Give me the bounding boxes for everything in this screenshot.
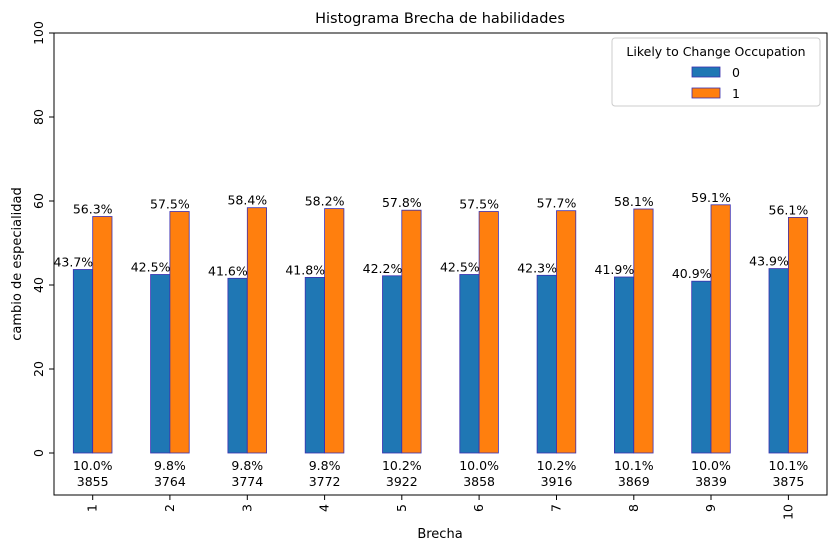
y-axis: 0 20 40 60 80 100 bbox=[31, 21, 54, 457]
bar-s0-3 bbox=[227, 277, 248, 454]
bar-s0-7 bbox=[536, 274, 557, 454]
x-tick-label-10: 10 bbox=[780, 504, 795, 520]
bar-s0-9 bbox=[691, 280, 712, 454]
group-share-4: 9.8% bbox=[309, 458, 341, 473]
group-count-6: 3858 bbox=[463, 474, 495, 489]
bar-s0-10 bbox=[768, 268, 789, 454]
group-count-4: 3772 bbox=[309, 474, 341, 489]
legend-label-0: 0 bbox=[732, 65, 740, 80]
group-share-1: 10.0% bbox=[73, 458, 113, 473]
x-tick-label-3: 3 bbox=[239, 504, 254, 512]
bar-s1-2 bbox=[169, 211, 190, 454]
x-tick-label-2: 2 bbox=[162, 504, 177, 512]
bar-s1-9 bbox=[710, 204, 731, 454]
group-count-3: 3774 bbox=[231, 474, 263, 489]
x-axis: 1 2 3 4 5 6 7 8 9 10 bbox=[85, 495, 795, 520]
x-tick-label-9: 9 bbox=[703, 504, 718, 512]
group-share-3: 9.8% bbox=[231, 458, 263, 473]
group-annotations: 10.0%38559.8%37649.8%37749.8%377210.2%39… bbox=[73, 458, 809, 489]
bar-s0-5 bbox=[382, 275, 403, 454]
bar-s1-8 bbox=[633, 208, 654, 454]
bar-label-s0-4: 41.8% bbox=[285, 262, 325, 277]
group-share-9: 10.0% bbox=[691, 458, 731, 473]
bar-label-s1-10: 56.1% bbox=[769, 202, 809, 217]
bar-s1-4 bbox=[324, 208, 345, 454]
bar-s1-1 bbox=[92, 216, 113, 454]
bar-labels: 43.7% 56.3% 42.5% 57.5% 41.6% 58.4% 41.8% 58.2%… bbox=[53, 190, 808, 281]
bar-s1-5 bbox=[401, 209, 422, 454]
bars bbox=[72, 204, 809, 454]
bar-label-s1-1: 56.3% bbox=[73, 202, 113, 217]
bar-s0-6 bbox=[459, 274, 480, 454]
group-share-5: 10.2% bbox=[382, 458, 422, 473]
bar-label-s1-4: 58.2% bbox=[305, 194, 345, 209]
group-count-1: 3855 bbox=[77, 474, 109, 489]
y-tick-label-0: 0 bbox=[31, 449, 46, 457]
group-count-7: 3916 bbox=[541, 474, 573, 489]
bar-s1-6 bbox=[478, 211, 499, 454]
bar-label-s1-3: 58.4% bbox=[227, 193, 267, 208]
group-share-6: 10.0% bbox=[459, 458, 499, 473]
x-tick-label-1: 1 bbox=[85, 504, 100, 512]
bar-label-s1-6: 57.5% bbox=[459, 197, 499, 212]
bar-s0-4 bbox=[304, 276, 325, 454]
bar-label-s0-2: 42.5% bbox=[131, 260, 171, 275]
bar-s0-2 bbox=[150, 274, 171, 454]
x-tick-label-7: 7 bbox=[549, 504, 564, 512]
bar-label-s0-3: 41.6% bbox=[208, 263, 248, 278]
bar-label-s0-1: 43.7% bbox=[53, 255, 93, 270]
group-count-5: 3922 bbox=[386, 474, 418, 489]
bar-label-s0-5: 42.2% bbox=[363, 261, 403, 276]
group-count-2: 3764 bbox=[154, 474, 186, 489]
x-tick-label-5: 5 bbox=[394, 504, 409, 512]
x-axis-label: Brecha bbox=[417, 527, 462, 542]
bar-label-s0-10: 43.9% bbox=[749, 254, 789, 269]
legend-swatch-1 bbox=[691, 87, 721, 99]
group-share-2: 9.8% bbox=[154, 458, 186, 473]
group-count-9: 3839 bbox=[695, 474, 727, 489]
bar-label-s1-8: 58.1% bbox=[614, 194, 654, 209]
bar-label-s1-9: 59.1% bbox=[691, 190, 731, 205]
x-tick-label-8: 8 bbox=[626, 504, 641, 512]
bar-s1-10 bbox=[788, 216, 809, 454]
bar-s0-1 bbox=[72, 269, 94, 454]
bar-s1-7 bbox=[556, 210, 577, 454]
plot-frame bbox=[53, 32, 828, 496]
y-tick-label-100: 100 bbox=[31, 21, 46, 45]
bar-s1-3 bbox=[246, 207, 268, 454]
y-axis-label: cambio de especialidad bbox=[10, 187, 25, 341]
y-tick-label-40: 40 bbox=[31, 277, 46, 293]
bar-label-s0-7: 42.3% bbox=[517, 260, 557, 275]
legend-swatch-0 bbox=[691, 66, 721, 78]
bar-label-s1-2: 57.5% bbox=[150, 197, 190, 212]
legend-title: Likely to Change Occupation bbox=[626, 44, 805, 59]
bar-s0-8 bbox=[614, 276, 635, 454]
bar-label-s0-9: 40.9% bbox=[672, 266, 712, 281]
group-share-8: 10.1% bbox=[614, 458, 654, 473]
chart-title: Histograma Brecha de habilidades bbox=[315, 11, 565, 27]
y-tick-label-60: 60 bbox=[31, 193, 46, 209]
legend-label-1: 1 bbox=[732, 86, 740, 101]
bar-label-s0-8: 41.9% bbox=[595, 262, 635, 277]
y-tick-label-20: 20 bbox=[31, 361, 46, 377]
bar-label-s0-6: 42.5% bbox=[440, 260, 480, 275]
bar-label-s1-5: 57.8% bbox=[382, 195, 422, 210]
x-tick-label-4: 4 bbox=[317, 504, 332, 512]
x-tick-label-6: 6 bbox=[471, 504, 486, 512]
y-tick-label-80: 80 bbox=[31, 109, 46, 125]
group-count-10: 3875 bbox=[772, 474, 804, 489]
group-share-10: 10.1% bbox=[769, 458, 809, 473]
group-share-7: 10.2% bbox=[537, 458, 577, 473]
bar-label-s1-7: 57.7% bbox=[537, 196, 577, 211]
legend: Likely to Change Occupation 0 1 bbox=[611, 37, 821, 107]
group-count-8: 3869 bbox=[618, 474, 650, 489]
